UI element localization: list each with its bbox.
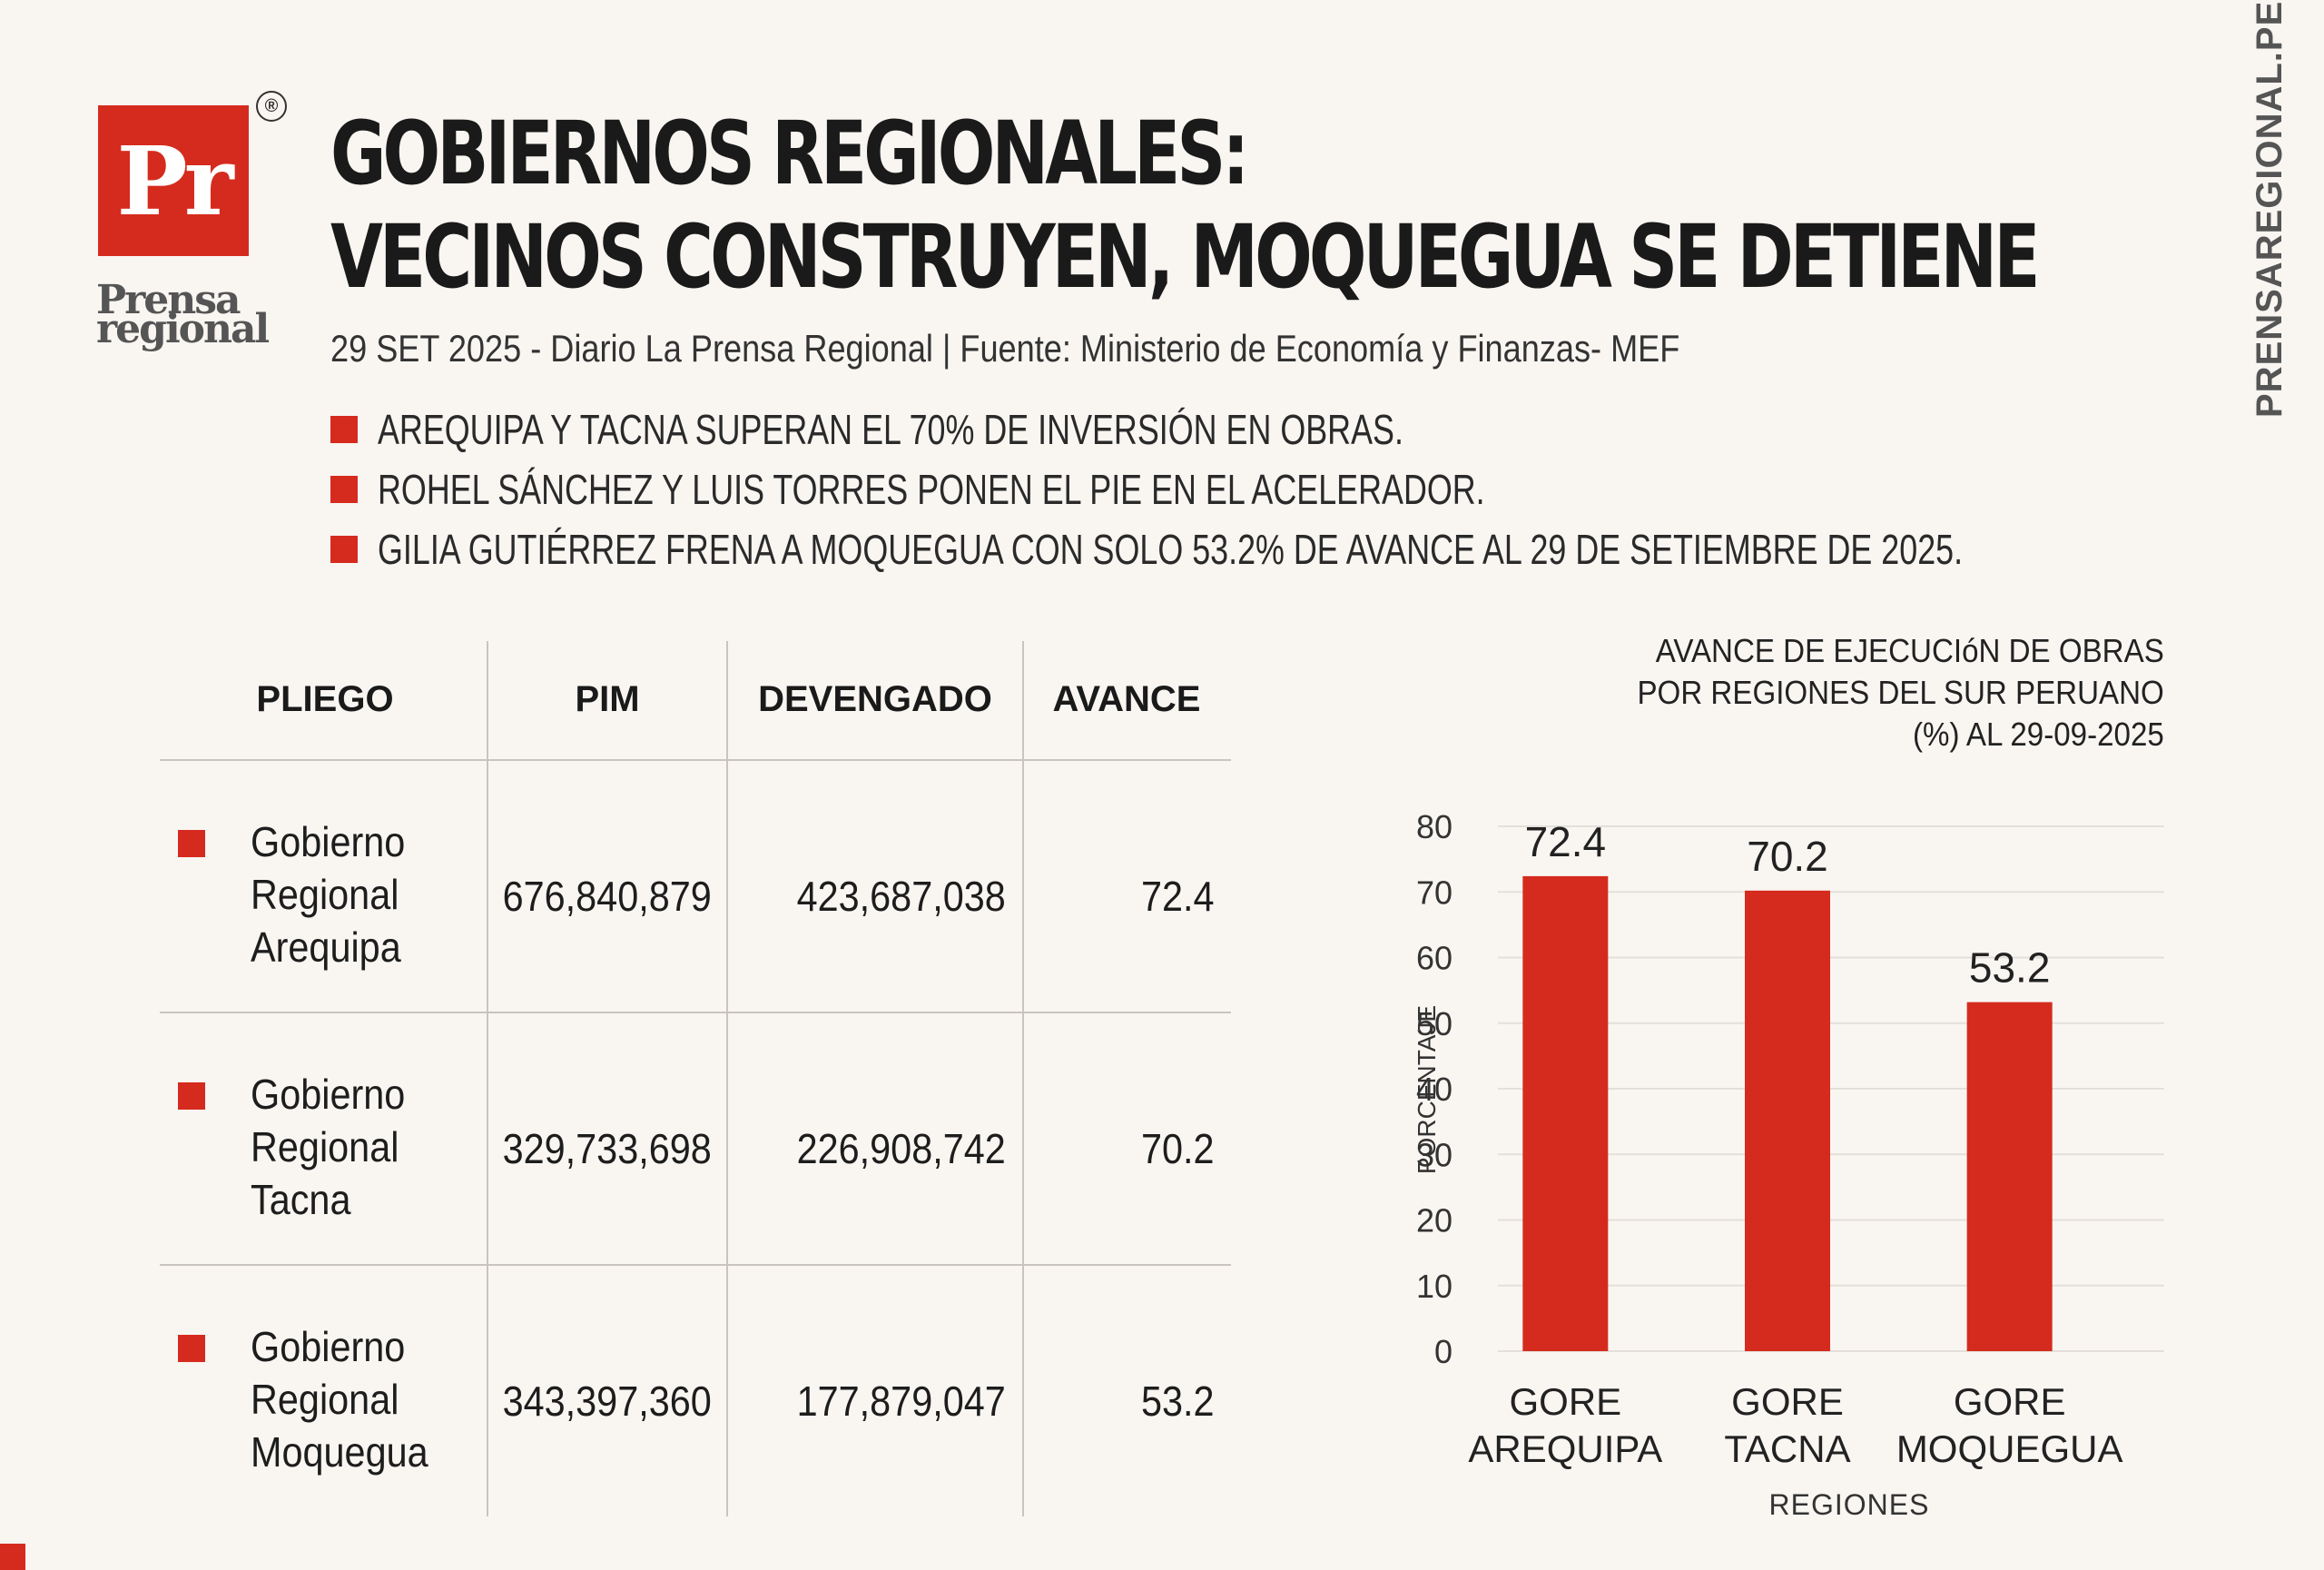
table-divider (726, 641, 728, 1516)
y-axis-label: PORCENTAJE (1413, 1005, 1441, 1174)
logo-word-prensa: Prensa (96, 277, 241, 323)
chart-title-line: (%) AL 29-09-2025 (1913, 716, 2164, 753)
title-line-2: VECINOS CONSTRUYEN, MOQUEGUA SE DETIENE (330, 206, 2040, 308)
table-divider (487, 641, 488, 1516)
table-rule (160, 1012, 1231, 1013)
row-pim: 676,840,879 (502, 873, 712, 920)
y-tick-label: 40 (1416, 1071, 1452, 1108)
data-label: 53.2 (1969, 944, 2051, 992)
table-row: Gobierno Regional Tacna 329,733,698 226,… (0, 1013, 1235, 1265)
highlight-text: AREQUIPA Y TACNA SUPERAN EL 70% DE INVER… (378, 406, 1403, 453)
x-axis-label: REGIONES (1769, 1488, 1930, 1521)
row-pim: 329,733,698 (502, 1125, 712, 1172)
y-tick-label: 20 (1416, 1202, 1452, 1239)
highlight-item: AREQUIPA Y TACNA SUPERAN EL 70% DE INVER… (330, 400, 2324, 459)
chart-title: AVANCE DE EJECUCIóN DE OBRAS POR REGIONE… (1638, 630, 2164, 755)
y-tick-label: 30 (1416, 1136, 1452, 1173)
table-divider (1022, 641, 1024, 1516)
logo-mark: Pr (98, 105, 249, 256)
logo-word-regional: regional (96, 306, 270, 352)
row-marker-icon (178, 1082, 205, 1110)
page-title: GOBIERNOS REGIONALES: VECINOS CONSTRUYEN… (330, 102, 2040, 309)
y-tick-label: 0 (1434, 1333, 1452, 1370)
bar (1966, 1002, 2053, 1351)
pliego-line: Regional (251, 1376, 399, 1423)
column-header-pim: PIM (575, 679, 640, 719)
byline: 29 SET 2025 - Diario La Prensa Regional … (330, 327, 1680, 370)
chart-title-line: POR REGIONES DEL SUR PERUANO (1637, 674, 2164, 711)
title-line-1: GOBIERNOS REGIONALES: (330, 103, 1249, 204)
data-label: 70.2 (1747, 833, 1828, 880)
column-header-pliego: PLIEGO (256, 679, 394, 719)
chart-title-line: AVANCE DE EJECUCIóN DE OBRAS (1655, 632, 2164, 669)
x-tick-label: GORE (1731, 1380, 1844, 1423)
row-avance: 53.2 (1141, 1377, 1215, 1425)
row-avance: 70.2 (1141, 1125, 1215, 1172)
pliego-line: Gobierno (251, 818, 406, 865)
x-tick-label: TACNA (1724, 1427, 1850, 1470)
highlight-text: GILIA GUTIÉRREZ FRENA A MOQUEGUA CON SOL… (378, 526, 1964, 573)
bar (1745, 890, 1830, 1351)
row-marker-icon (178, 830, 205, 857)
registered-mark: ® (256, 91, 287, 122)
x-tick-label: GORE (1954, 1380, 2066, 1423)
row-avance: 72.4 (1141, 873, 1215, 920)
pliego-line: Regional (251, 871, 399, 918)
corner-mark (0, 1544, 25, 1570)
row-pliego: Gobierno Regional Tacna (251, 1068, 463, 1226)
y-tick-label: 50 (1416, 1005, 1452, 1042)
column-header-avance: AVANCE (1052, 679, 1201, 719)
column-header-devengado: DEVENGADO (758, 679, 992, 719)
highlight-text: ROHEL SÁNCHEZ Y LUIS TORRES PONEN EL PIE… (378, 466, 1485, 513)
y-tick-label: 70 (1416, 874, 1452, 911)
table-rule (160, 1264, 1231, 1266)
table-row: Gobierno Regional Moquegua 343,397,360 1… (0, 1266, 1235, 1517)
pliego-line: Gobierno (251, 1071, 406, 1118)
bar (1522, 875, 1609, 1351)
y-tick-label: 80 (1416, 808, 1452, 845)
pliego-line: Arequipa (251, 923, 401, 971)
x-tick-label: MOQUEGUA (1896, 1427, 2123, 1470)
bullet-square-icon (330, 536, 358, 563)
row-marker-icon (178, 1335, 205, 1362)
data-label: 72.4 (1525, 818, 1607, 865)
row-pliego: Gobierno Regional Moquegua (251, 1320, 463, 1478)
row-pim: 343,397,360 (502, 1377, 712, 1425)
bullet-square-icon (330, 476, 358, 503)
row-pliego: Gobierno Regional Arequipa (251, 815, 463, 973)
highlights-list: AREQUIPA Y TACNA SUPERAN EL 70% DE INVER… (330, 400, 2324, 579)
y-tick-label: 60 (1416, 940, 1452, 977)
table-rule (160, 759, 1231, 761)
pliego-line: Tacna (251, 1176, 351, 1223)
row-devengado: 423,687,038 (796, 873, 1006, 920)
pliego-line: Regional (251, 1123, 399, 1170)
side-url: PRENSAREGIONAL.PE (2250, 0, 2290, 418)
row-devengado: 177,879,047 (796, 1377, 1006, 1425)
x-tick-label: GORE (1509, 1380, 1621, 1423)
x-tick-label: AREQUIPA (1468, 1427, 1662, 1470)
bullet-square-icon (330, 416, 358, 443)
highlight-item: GILIA GUTIÉRREZ FRENA A MOQUEGUA CON SOL… (330, 519, 2324, 579)
highlight-item: ROHEL SÁNCHEZ Y LUIS TORRES PONEN EL PIE… (330, 459, 2324, 519)
pliego-line: Gobierno (251, 1323, 406, 1370)
y-tick-label: 10 (1416, 1268, 1452, 1305)
table-row: Gobierno Regional Arequipa 676,840,879 4… (0, 761, 1235, 1012)
row-devengado: 226,908,742 (796, 1125, 1006, 1172)
pliego-line: Moquegua (251, 1428, 428, 1476)
